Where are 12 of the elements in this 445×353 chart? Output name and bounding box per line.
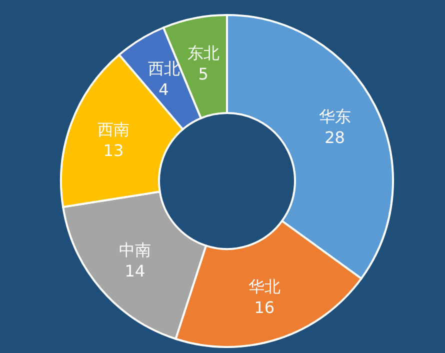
data-label: 14: [124, 262, 146, 281]
slice-label: 中南: [118, 240, 151, 260]
slice-label: 东北: [187, 43, 220, 62]
data-label: 4: [158, 80, 169, 99]
data-label: 28: [324, 128, 345, 148]
data-label: 5: [198, 64, 208, 84]
data-label: 13: [103, 141, 124, 160]
data-label: 16: [254, 298, 275, 318]
slice-label: 华东: [318, 107, 351, 126]
slice-label: 华北: [248, 277, 280, 296]
slice-label: 西南: [97, 120, 130, 140]
slice-label: 西北: [148, 58, 180, 78]
